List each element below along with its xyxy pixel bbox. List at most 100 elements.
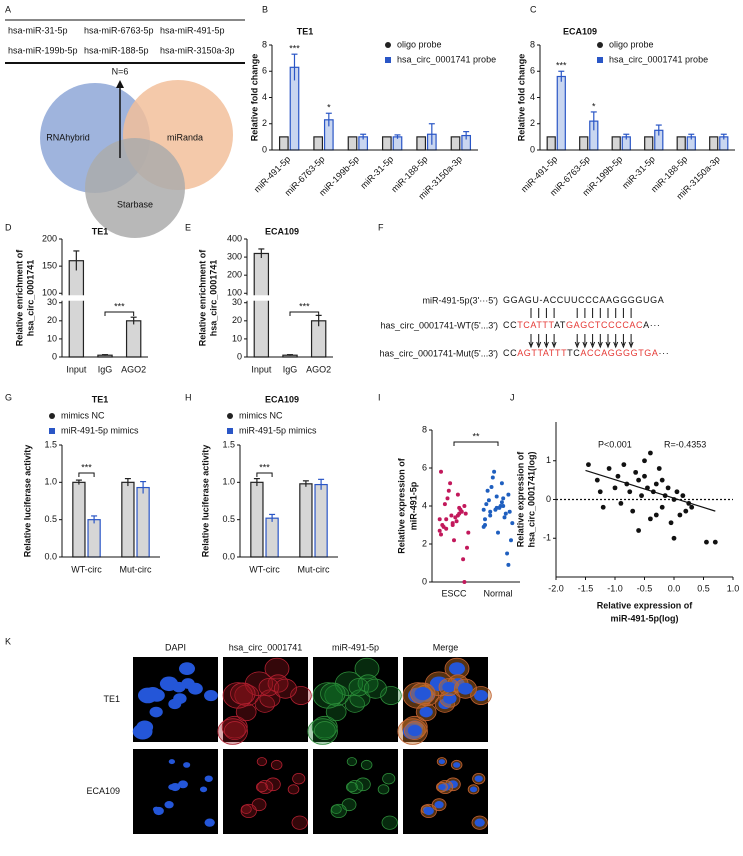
x-tick-label: 0.5 [697,583,710,593]
nucleus [438,784,446,790]
cell-stain [360,759,373,770]
y-tick-label: 1.5 [44,439,57,449]
panel-label: J [510,392,515,402]
x-tick-label: Mut-circ [120,564,152,574]
cell-stain [346,781,358,793]
point [439,532,443,537]
annotation: R=-0.4353 [664,439,706,449]
significance: *** [556,61,567,71]
point [659,477,665,483]
y-tick-label: 0.5 [44,514,57,524]
sequence-segment: TC [567,348,580,358]
nucleus [172,681,186,693]
y-axis-label: hsa_circ_0001741(log) [526,451,536,547]
y-tick-label: 8 [262,39,267,49]
point [656,466,662,471]
point [639,493,644,499]
point [507,509,512,514]
point [618,500,624,506]
chart-title: ECA109 [265,226,299,236]
cell-stain [270,759,283,770]
venn-label: miRanda [167,132,203,142]
bar [450,136,461,151]
point [636,528,641,533]
y-axis-label: Relative luciferase activity [200,445,210,558]
cell-stain [222,682,253,709]
sequence-segment: AT [554,320,566,330]
annotation: P<0.001 [598,439,632,449]
cell-stain [291,815,308,830]
cell-stain [256,781,268,793]
nucleus [474,689,488,702]
y-tick-label: 8 [422,424,427,434]
image-row-label: TE1 [103,694,120,704]
nucleus [204,775,213,782]
nucleus [419,706,433,718]
x-tick-label: -0.5 [637,583,653,593]
panel-label: I [378,392,381,402]
x-axis-label: Relative expression of [597,600,694,610]
point [488,509,493,514]
cell-stain [330,803,347,819]
bar [556,75,566,151]
panel-label: G [5,392,12,402]
cell-stain [348,678,370,697]
point [437,517,442,522]
y-axis-label: Relative expression of [396,457,406,554]
sequence-segment: A··· [643,320,660,330]
y-tick-label: 100 [42,288,57,298]
nucleus [442,681,456,693]
x-tick-label: 0.0 [668,583,681,593]
sequence-segment: ··· [659,348,670,358]
pair-arrowhead [590,341,596,349]
point [506,562,511,567]
pair-arrowhead [528,341,534,349]
point [674,489,680,495]
sequence-segment: AGGGGTGA [601,348,658,358]
nucleus [149,706,163,718]
point [465,545,469,550]
cell-stain [354,657,380,680]
y-tick-label: 2 [530,118,535,128]
micrograph [223,749,308,834]
bar [416,136,427,151]
y-tick-label: 1.0 [222,477,235,487]
bar [709,136,719,151]
image-column-label: Merge [433,642,459,652]
x-tick-label: -1.0 [607,583,623,593]
point [490,475,495,480]
bar [579,136,589,151]
legend-label: mimics NC [61,410,105,420]
pair-arrowhead [628,341,634,349]
point [462,580,467,584]
nucleus [199,786,208,793]
point [448,481,453,486]
legend-marker [597,57,603,63]
cell-stain [347,780,364,795]
bar [611,136,621,151]
legend-marker [49,428,55,434]
point [441,524,446,529]
bar [253,252,270,358]
venn [40,80,233,238]
pair-arrowhead [551,341,557,349]
legend-label: miR-491-5p mimics [239,425,317,435]
panel-label: D [5,222,12,232]
cell-stain [313,721,336,741]
bar [121,481,135,558]
image-row-label: ECA109 [86,786,120,796]
point [677,512,683,518]
point [457,511,462,516]
legend-marker [385,42,391,48]
panel-label: F [378,222,384,232]
bar [72,481,86,558]
cell-stain [257,780,274,795]
y-tick-label: 1.0 [44,477,57,487]
nucleus [153,806,164,816]
image-column-label: hsa_circ_0001741 [229,642,303,652]
cell-stain [381,815,398,830]
y-tick-label: 300 [227,251,242,261]
bar [313,136,324,151]
point [466,530,471,535]
nucleus [164,801,174,809]
